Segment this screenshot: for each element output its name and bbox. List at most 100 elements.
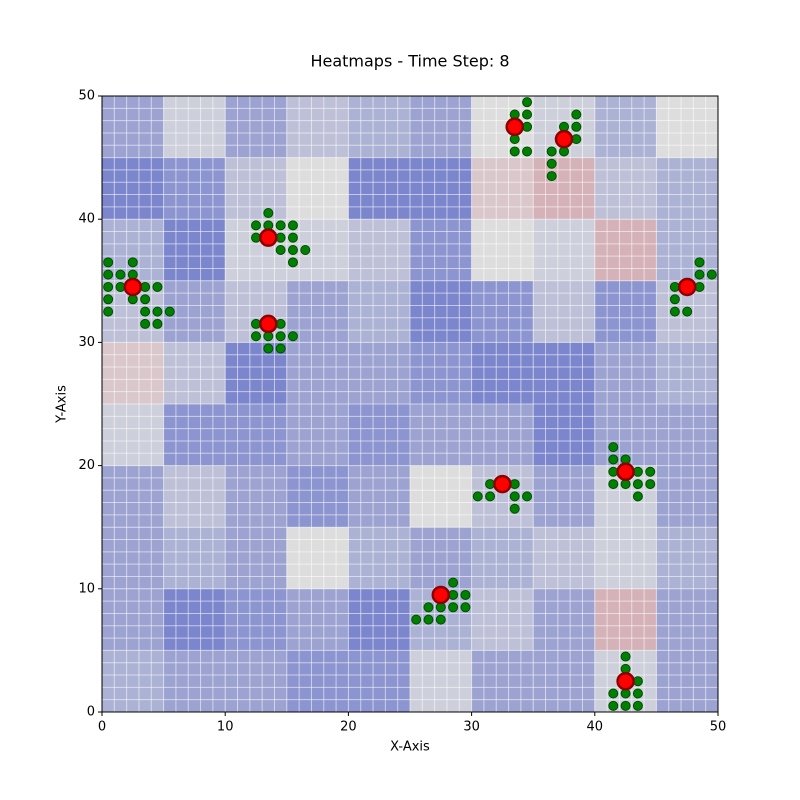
y-axis-label: Y-Axis: [55, 385, 70, 424]
point: [645, 466, 656, 477]
heat-cell: [286, 588, 349, 651]
point: [694, 257, 705, 268]
x-tick-label: 40: [587, 720, 604, 735]
point: [164, 306, 175, 317]
point: [287, 232, 298, 243]
point: [152, 281, 163, 292]
point: [632, 688, 643, 699]
point: [669, 294, 680, 305]
heat-cell: [656, 219, 718, 281]
x-tick-label: 0: [98, 720, 106, 735]
heat-cell: [102, 650, 164, 712]
heat-cell: [225, 404, 287, 466]
point: [423, 614, 434, 625]
heat-cell: [471, 404, 534, 466]
heat-cell: [410, 650, 472, 712]
heat-cell: [533, 219, 595, 281]
point: [411, 614, 422, 625]
x-tick-label: 10: [217, 720, 234, 735]
heat-cell: [348, 280, 410, 343]
heat-cell: [163, 650, 226, 712]
heat-cell: [348, 527, 410, 589]
heat-cell: [286, 527, 349, 589]
heat-cell: [656, 404, 718, 466]
heat-cell: [656, 96, 718, 158]
point: [103, 306, 114, 317]
point: [505, 117, 524, 137]
point: [448, 577, 459, 588]
point: [103, 269, 114, 280]
heat-cell: [225, 588, 287, 651]
heat-cell: [471, 219, 534, 281]
point: [706, 269, 717, 280]
point: [275, 245, 286, 255]
heat-cell: [410, 342, 472, 404]
heat-cell: [656, 342, 718, 404]
heat-cell: [163, 527, 226, 589]
point: [620, 651, 631, 662]
point: [103, 257, 114, 268]
heatmap: [102, 96, 718, 712]
point: [431, 585, 451, 605]
heat-cell: [410, 465, 472, 528]
point: [123, 277, 143, 297]
heat-cell: [225, 342, 287, 404]
point: [608, 479, 619, 490]
point: [460, 602, 471, 613]
heat-cell: [533, 465, 595, 528]
heat-cell: [410, 527, 472, 589]
heat-cell: [410, 219, 472, 281]
point: [616, 462, 635, 482]
heat-cell: [348, 96, 410, 158]
point: [509, 503, 520, 514]
heat-cell: [656, 650, 718, 712]
heat-cell: [163, 219, 226, 281]
heat-cell: [102, 588, 164, 651]
point: [645, 479, 656, 490]
x-tick-label: 20: [340, 720, 357, 735]
x-tick-label: 30: [463, 720, 480, 735]
heat-cell: [348, 650, 410, 712]
heat-cell: [286, 96, 349, 158]
point: [546, 171, 557, 182]
heat-cell: [163, 157, 226, 220]
point: [509, 146, 520, 157]
heat-cell: [286, 280, 349, 343]
point: [509, 491, 520, 502]
point: [275, 220, 286, 231]
heat-cell: [471, 157, 534, 220]
y-tick-label: 0: [87, 705, 95, 720]
point: [694, 269, 705, 280]
point: [275, 331, 286, 342]
point: [632, 491, 643, 502]
point: [140, 294, 151, 305]
heat-cell: [410, 157, 472, 220]
heat-cell: [163, 404, 226, 466]
heat-cell: [533, 157, 595, 220]
heat-cell: [163, 342, 226, 404]
y-tick-label: 40: [78, 212, 95, 227]
heat-cell: [102, 157, 164, 220]
heat-cell: [348, 588, 410, 651]
x-axis-label: X-Axis: [390, 740, 430, 755]
point: [448, 602, 459, 613]
heat-cell: [410, 404, 472, 466]
point: [546, 158, 557, 169]
point: [263, 208, 274, 219]
point: [152, 306, 163, 317]
heat-cell: [286, 650, 349, 712]
plot-frame: [101, 95, 719, 713]
axes: 0 10 20 30 40 50 0 10 20 30 40 50: [78, 89, 726, 735]
heat-cell: [410, 280, 472, 343]
heat-cell: [471, 342, 534, 404]
heat-cell: [656, 157, 718, 220]
point: [608, 454, 619, 465]
point: [485, 491, 496, 502]
heat-cell: [656, 588, 718, 651]
point: [140, 306, 151, 317]
heat-cell: [594, 527, 657, 589]
points: [103, 97, 717, 711]
heat-cell: [533, 342, 595, 404]
heat-cell: [594, 342, 657, 404]
heat-cell: [594, 280, 657, 343]
